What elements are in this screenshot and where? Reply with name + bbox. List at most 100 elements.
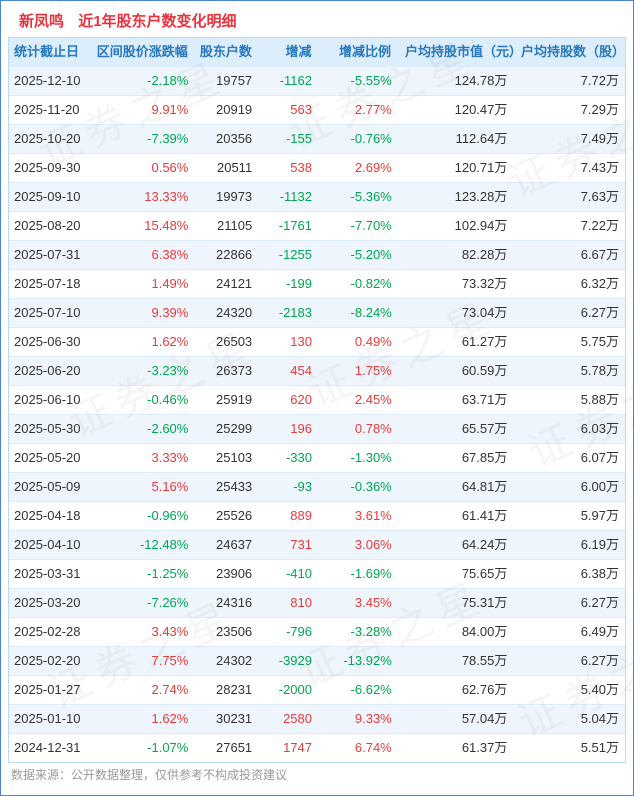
header-date: 统计截止日 — [14, 44, 80, 59]
cell-date: 2025-01-10 — [14, 711, 81, 726]
cell-date: 2025-07-31 — [14, 247, 81, 262]
cell-date: 2025-06-30 — [14, 334, 81, 349]
table-row: 2025-06-10 -0.46% 25919 620 2.45% 63.71万… — [9, 385, 625, 414]
cell-date: 2025-06-10 — [14, 392, 81, 407]
cell-avg-shares: 5.51万 — [580, 740, 620, 755]
header-avg-shares: 户均持股数（股） — [521, 44, 626, 59]
cell-holders: 25919 — [216, 392, 253, 407]
cell-date: 2025-05-30 — [14, 421, 81, 436]
cell-avg-shares: 7.22万 — [580, 218, 620, 233]
cell-avg-shares: 6.32万 — [580, 276, 620, 291]
cell-avg-shares: 6.00万 — [580, 479, 620, 494]
cell-holders: 27651 — [216, 740, 253, 755]
cell-avg-shares: 6.19万 — [580, 537, 620, 552]
cell-holders: 28231 — [216, 682, 253, 697]
header-delta-pct: 增减比例 — [338, 44, 391, 59]
cell-delta: 2580 — [283, 711, 312, 726]
cell-avg-value: 124.78万 — [454, 73, 508, 88]
cell-avg-shares: 5.75万 — [580, 334, 620, 349]
cell-date: 2025-09-30 — [14, 160, 81, 175]
cell-holders: 23506 — [216, 624, 253, 639]
cell-delta: -1132 — [279, 189, 312, 204]
cell-avg-value: 60.59万 — [461, 363, 508, 378]
cell-date: 2025-07-18 — [14, 276, 81, 291]
header-avg-value: 户均持股市值（元） — [405, 44, 523, 59]
data-source-note: 数据来源：公开数据整理，仅供参考不构成投资建议 — [11, 768, 288, 782]
table-row: 2025-04-18 -0.96% 25526 889 3.61% 61.41万… — [9, 501, 625, 530]
cell-change-pct: 1.49% — [151, 276, 189, 291]
cell-delta-pct: -1.30% — [350, 450, 392, 465]
cell-avg-shares: 6.67万 — [580, 247, 620, 262]
cell-avg-value: 57.04万 — [461, 711, 508, 726]
cell-date: 2025-02-28 — [14, 624, 81, 639]
cell-change-pct: -2.18% — [147, 73, 189, 88]
cell-delta-pct: -7.70% — [350, 218, 392, 233]
cell-avg-value: 73.32万 — [461, 276, 508, 291]
cell-delta-pct: -5.20% — [350, 247, 392, 262]
table-row: 2025-04-10 -12.48% 24637 731 3.06% 64.24… — [9, 530, 625, 559]
cell-holders: 20511 — [216, 160, 253, 175]
table-row: 2025-01-10 1.62% 30231 2580 9.33% 57.04万… — [9, 704, 625, 733]
cell-change-pct: -0.46% — [147, 392, 189, 407]
cell-change-pct: 0.56% — [151, 160, 189, 175]
cell-avg-value: 61.41万 — [461, 508, 508, 523]
cell-holders: 20919 — [216, 102, 253, 117]
cell-delta-pct: -5.36% — [350, 189, 392, 204]
table-row: 2025-03-20 -7.26% 24316 810 3.45% 75.31万… — [9, 588, 625, 617]
cell-avg-value: 65.57万 — [461, 421, 508, 436]
cell-holders: 25433 — [216, 479, 253, 494]
cell-date: 2025-07-10 — [14, 305, 81, 320]
shareholder-table: 统计截止日 区间股价涨跌幅 股东户数 增减 增减比例 户均持股市值（元） 户均持… — [8, 37, 626, 763]
cell-avg-value: 123.28万 — [454, 189, 508, 204]
shareholder-table-page: 新凤鸣 近1年股东户数变化明细 统计截止日 区间股价涨跌幅 股东户数 增减 增减… — [1, 1, 634, 782]
cell-avg-value: 102.94万 — [454, 218, 508, 233]
cell-date: 2025-04-18 — [14, 508, 81, 523]
cell-avg-shares: 7.72万 — [580, 73, 620, 88]
cell-delta-pct: -1.69% — [350, 566, 392, 581]
cell-delta: -3929 — [278, 653, 312, 668]
cell-avg-shares: 6.27万 — [580, 653, 620, 668]
table-row: 2025-02-20 7.75% 24302 -3929 -13.92% 78.… — [9, 646, 625, 675]
cell-date: 2025-02-20 — [14, 653, 81, 668]
cell-delta: -1761 — [278, 218, 312, 233]
cell-delta-pct: -0.82% — [350, 276, 392, 291]
cell-delta-pct: 1.75% — [354, 363, 392, 378]
cell-avg-value: 75.31万 — [461, 595, 508, 610]
cell-delta: 454 — [290, 363, 312, 378]
cell-change-pct: 1.62% — [151, 711, 189, 726]
cell-delta: -2183 — [278, 305, 312, 320]
cell-delta: -796 — [285, 624, 312, 639]
cell-avg-shares: 5.78万 — [580, 363, 620, 378]
cell-avg-value: 67.85万 — [461, 450, 508, 465]
cell-change-pct: -12.48% — [139, 537, 189, 552]
cell-change-pct: 9.39% — [151, 305, 189, 320]
cell-avg-value: 120.47万 — [454, 102, 508, 117]
table-row: 2025-02-28 3.43% 23506 -796 -3.28% 84.00… — [9, 617, 625, 646]
table-body: 2025-12-10 -2.18% 19757 -1162 -5.55% 124… — [9, 66, 625, 762]
cell-avg-value: 63.71万 — [461, 392, 508, 407]
cell-avg-shares: 5.88万 — [580, 392, 620, 407]
stock-name: 新凤鸣 — [19, 13, 65, 30]
cell-change-pct: 2.74% — [151, 682, 189, 697]
table-row: 2025-07-10 9.39% 24320 -2183 -8.24% 73.0… — [9, 298, 625, 327]
cell-date: 2025-10-20 — [14, 131, 81, 146]
cell-date: 2025-12-10 — [14, 73, 81, 88]
cell-delta: 810 — [290, 595, 312, 610]
table-row: 2025-07-31 6.38% 22866 -1255 -5.20% 82.2… — [9, 240, 625, 269]
cell-delta: -1255 — [278, 247, 312, 262]
cell-change-pct: -2.60% — [147, 421, 189, 436]
table-row: 2025-11-20 9.91% 20919 563 2.77% 120.47万… — [9, 95, 625, 124]
cell-holders: 24637 — [216, 537, 253, 552]
cell-change-pct: -0.96% — [147, 508, 189, 523]
table-row: 2025-05-30 -2.60% 25299 196 0.78% 65.57万… — [9, 414, 625, 443]
cell-delta-pct: -13.92% — [343, 653, 392, 668]
cell-avg-shares: 6.07万 — [580, 450, 620, 465]
cell-avg-value: 82.28万 — [461, 247, 508, 262]
cell-holders: 24302 — [216, 653, 253, 668]
page-title: 新凤鸣 近1年股东户数变化明细 — [1, 1, 633, 36]
cell-avg-value: 84.00万 — [461, 624, 508, 639]
cell-avg-shares: 7.63万 — [580, 189, 620, 204]
cell-delta: -410 — [285, 566, 312, 581]
table-row: 2025-06-20 -3.23% 26373 454 1.75% 60.59万… — [9, 356, 625, 385]
cell-delta: -155 — [285, 131, 312, 146]
